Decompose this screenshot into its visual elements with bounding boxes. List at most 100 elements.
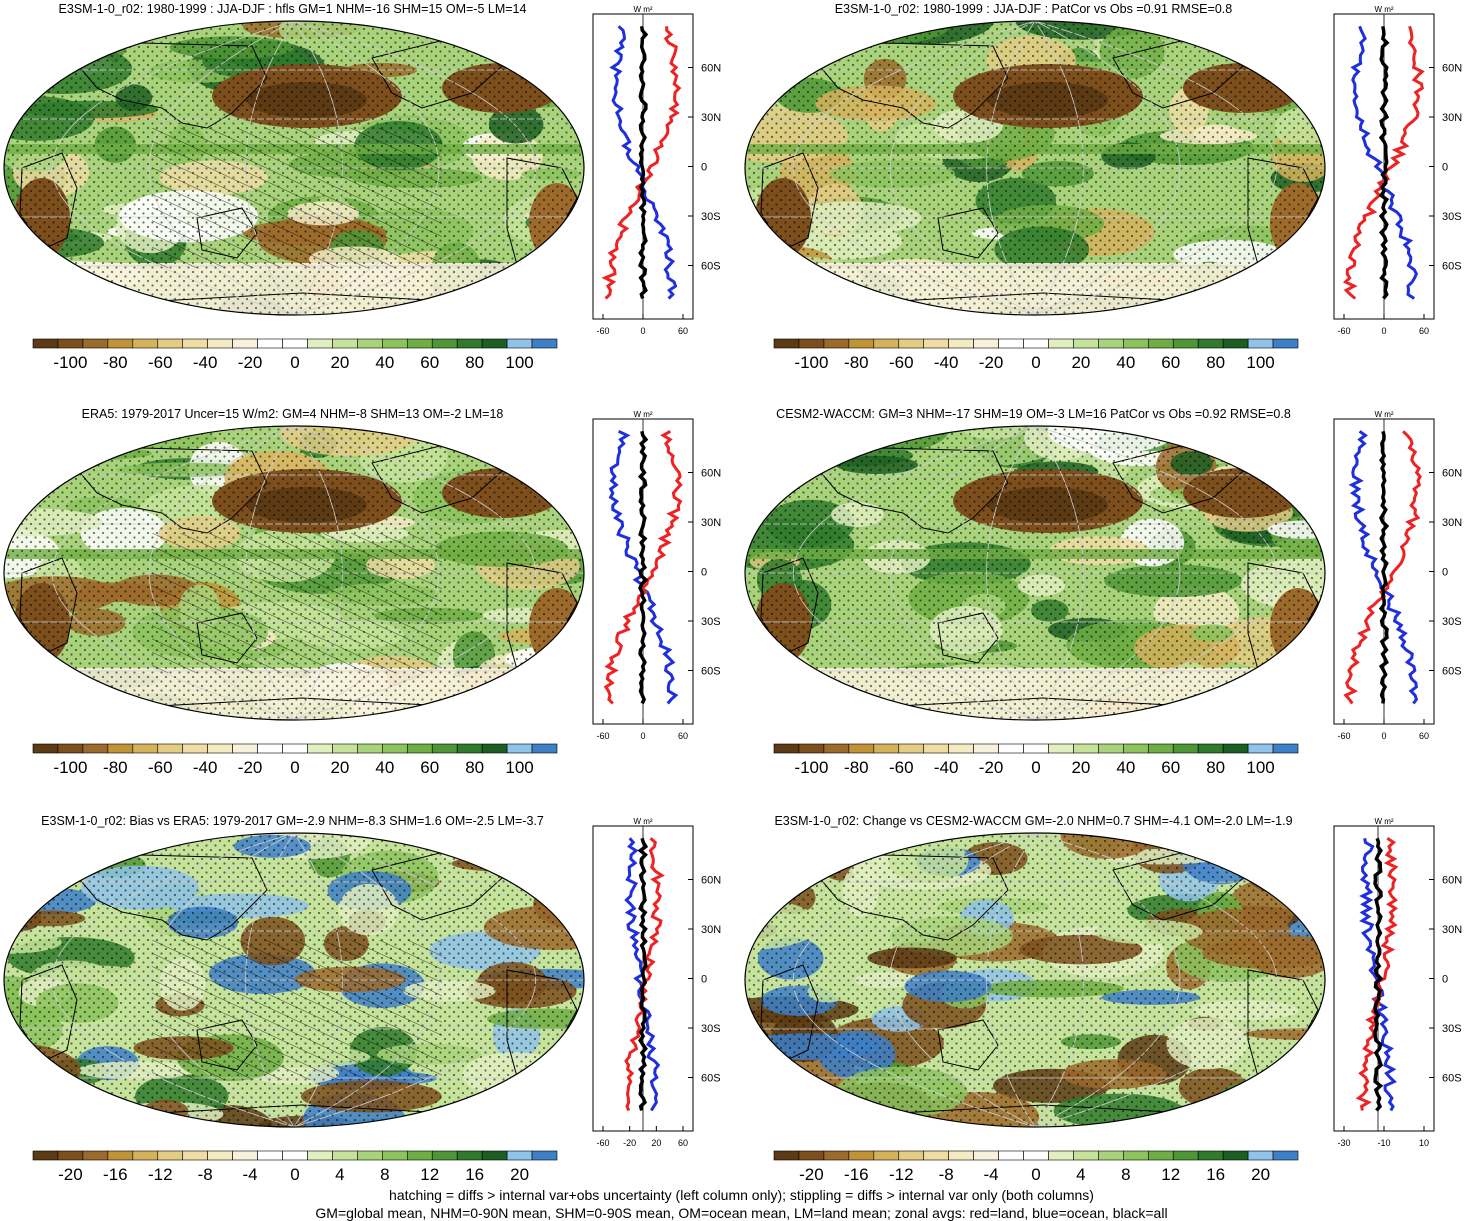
map-robinson	[3, 425, 585, 721]
colorbar-swatch	[1048, 338, 1074, 349]
colorbar-swatch	[332, 743, 358, 754]
colorbar-swatch	[282, 743, 308, 754]
colorbar-swatch	[207, 743, 233, 754]
colorbar-tick-label: 40	[1116, 758, 1135, 777]
colorbar-swatch	[1123, 1150, 1149, 1161]
colorbar-swatch	[1172, 743, 1199, 754]
xtick-label: 0	[1381, 731, 1386, 741]
colorbar-swatch	[182, 1150, 208, 1161]
colorbar-swatch	[873, 1150, 900, 1161]
colorbar-swatch	[1048, 743, 1074, 754]
colorbar-tick-label: -12	[148, 1165, 173, 1184]
colorbar-swatch	[32, 743, 59, 754]
footer-line-1: hatching = diffs > internal var+obs unce…	[389, 1187, 1094, 1203]
xtick-label: 0	[1381, 326, 1386, 336]
colorbar-swatch	[948, 338, 974, 349]
colorbar-swatch	[773, 1150, 800, 1161]
map-field	[4, 833, 584, 1127]
colorbar-tick-label: -60	[148, 353, 173, 372]
colorbar-tick-label: -16	[844, 1165, 869, 1184]
map-robinson	[3, 20, 585, 316]
colorbar: -20 -16 -12 -8 -4 0 4 8 12 16 20	[773, 1150, 1299, 1184]
colorbar-swatch	[57, 743, 84, 754]
colorbar-swatch	[307, 338, 333, 349]
colorbar-tick-label: 60	[1161, 758, 1180, 777]
panel-6: E3SM-1-0_r02: Change vs CESM2-WACCM GM=-…	[741, 812, 1482, 1217]
colorbar-tick-label: 60	[420, 758, 439, 777]
lat-tick-label: 60N	[1442, 875, 1462, 887]
lat-tick-label: 0	[701, 974, 707, 986]
colorbar-swatch	[57, 1150, 84, 1161]
map-field	[4, 21, 584, 315]
colorbar-swatch	[107, 1150, 134, 1161]
colorbar-tick-label: 100	[505, 353, 533, 372]
colorbar-swatch	[307, 1150, 333, 1161]
xtick-label: -30	[1337, 1138, 1350, 1148]
colorbar-swatch	[506, 743, 533, 754]
colorbar-tick-label: -60	[148, 758, 173, 777]
colorbar-tick-label: 16	[1206, 1165, 1225, 1184]
colorbar-swatch	[207, 1150, 233, 1161]
zonal-line-ocean	[1348, 430, 1419, 705]
colorbar-swatch	[1098, 338, 1124, 349]
lat-tick-label: 30S	[1442, 211, 1462, 223]
colorbar-swatch	[1247, 1150, 1274, 1161]
colorbar-swatch	[332, 338, 358, 349]
colorbar-swatch	[998, 743, 1024, 754]
zonal-line-ocean	[609, 25, 678, 300]
colorbar-swatch	[82, 743, 109, 754]
colorbar-swatch	[948, 1150, 974, 1161]
map-robinson	[3, 832, 585, 1128]
colorbar-swatch	[332, 1150, 358, 1161]
panel-2: E3SM-1-0_r02: 1980-1999 : JJA-DJF : PatC…	[741, 0, 1482, 405]
colorbar-tick-label: -20	[799, 1165, 824, 1184]
colorbar-tick-label: 8	[380, 1165, 389, 1184]
colorbar-tick-label: 20	[330, 758, 349, 777]
colorbar-swatch	[481, 338, 508, 349]
lat-tick-label: 60S	[701, 1073, 721, 1085]
colorbar-swatch	[157, 338, 184, 349]
colorbar-tick-label: 4	[335, 1165, 344, 1184]
colorbar-tick-label: 100	[505, 758, 533, 777]
colorbar-swatch	[1197, 338, 1224, 349]
colorbar-tick-label: 12	[1161, 1165, 1180, 1184]
colorbar-swatch	[1172, 338, 1199, 349]
lat-tick-label: 0	[701, 567, 707, 579]
zonal-mean-plot: W m² 60N 30N 0 30S 60S -30 -10 10	[1333, 817, 1462, 1148]
colorbar-tick-label: -60	[889, 353, 914, 372]
colorbar-swatch	[182, 338, 208, 349]
zonal-line-land	[603, 429, 683, 705]
colorbar-tick-label: -40	[193, 353, 218, 372]
colorbar-swatch	[257, 1150, 283, 1161]
colorbar-tick-label: 8	[1121, 1165, 1130, 1184]
colorbar-swatch	[773, 338, 800, 349]
colorbar-swatch	[456, 743, 483, 754]
map-field	[745, 426, 1325, 720]
xtick-label: -60	[1337, 326, 1350, 336]
colorbar-tick-label: 20	[510, 1165, 529, 1184]
lat-tick-label: 0	[701, 162, 707, 174]
lat-tick-label: 60S	[1442, 1073, 1462, 1085]
lat-tick-label: 0	[1442, 162, 1448, 174]
colorbar-swatch	[823, 743, 850, 754]
colorbar-swatch	[1247, 338, 1274, 349]
colorbar-tick-label: 0	[290, 758, 299, 777]
colorbar-swatch	[531, 338, 558, 349]
colorbar-swatch	[357, 1150, 383, 1161]
map-field	[745, 833, 1325, 1127]
colorbar-swatch	[973, 743, 999, 754]
colorbar-swatch	[232, 1150, 258, 1161]
lat-tick-label: 60N	[1442, 63, 1462, 75]
colorbar-swatch	[82, 338, 109, 349]
colorbar-swatch	[1123, 743, 1149, 754]
colorbar-swatch	[107, 743, 134, 754]
colorbar-tick-label: 20	[1251, 1165, 1270, 1184]
panel-title: CESM2-WACCM: GM=3 NHM=-17 SHM=19 OM=-3 L…	[776, 407, 1291, 421]
colorbar-tick-label: 100	[1246, 758, 1274, 777]
xtick-label: 60	[1419, 731, 1429, 741]
colorbar-tick-label: 80	[1206, 353, 1225, 372]
colorbar-swatch	[382, 338, 408, 349]
colorbar-swatch	[82, 1150, 109, 1161]
colorbar-swatch	[773, 743, 800, 754]
colorbar-swatch	[257, 338, 283, 349]
